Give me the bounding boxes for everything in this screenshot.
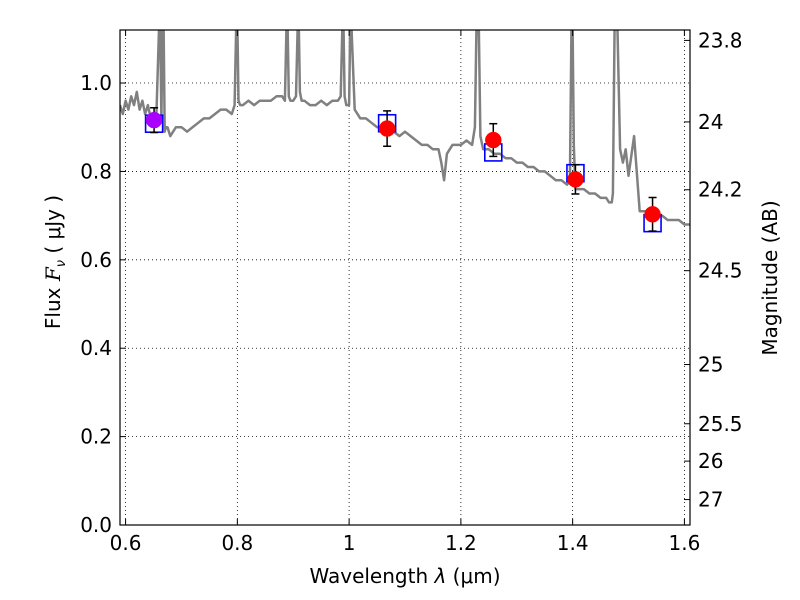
x-tick-label: 1.2	[445, 531, 477, 555]
magnitude-tick-label: 24.5	[698, 259, 743, 283]
plot-frame	[119, 29, 691, 526]
observed-points	[145, 111, 661, 223]
y-tick-label: 0.0	[80, 513, 112, 537]
plot-area	[120, 30, 690, 525]
magnitude-axis-label: Magnitude (AB)	[758, 200, 782, 355]
magnitude-tick-label: 26	[698, 449, 723, 473]
y-tick-label: 0.8	[80, 159, 112, 183]
y-tick-label: 1.0	[80, 71, 112, 95]
x-tick-label: 0.6	[110, 531, 142, 555]
magnitude-ticks: 23.8 24 24.2 24.5 25 25.5 26 27	[684, 28, 743, 512]
x-tick-label: 0.8	[221, 531, 253, 555]
x-tick-label: 1.4	[557, 531, 589, 555]
magnitude-tick-label: 25.5	[698, 412, 743, 436]
x-tick-label: 1	[343, 531, 356, 555]
magnitude-tick-label: 23.8	[698, 28, 743, 52]
template-spectrum-line	[120, 30, 690, 226]
x-tick-label: 1.6	[669, 531, 701, 555]
y-tick-label: 0.4	[80, 336, 112, 360]
y-tick-label: 0.6	[80, 248, 112, 272]
observed-point	[145, 111, 163, 129]
magnitude-tick-label: 24.2	[698, 178, 743, 202]
observed-point	[378, 120, 396, 137]
observed-point	[485, 131, 502, 149]
magnitude-tick-label: 24	[698, 110, 723, 134]
x-ticks: 0.6 0.8 1 1.2 1.4 1.6	[110, 30, 701, 555]
y-axis-label: Flux Fν ( μJy )	[41, 195, 69, 329]
y-tick-label: 0.2	[80, 425, 112, 449]
magnitude-tick-label: 27	[698, 488, 723, 512]
observed-point	[644, 206, 661, 223]
y-ticks: 0.0 0.2 0.4 0.6 0.8 1.0	[80, 71, 126, 537]
template-spectrum	[120, 30, 690, 226]
magnitude-tick-label: 25	[698, 353, 723, 377]
x-axis-label: Wavelength λ (μm)	[309, 564, 500, 588]
observed-point	[567, 171, 584, 188]
